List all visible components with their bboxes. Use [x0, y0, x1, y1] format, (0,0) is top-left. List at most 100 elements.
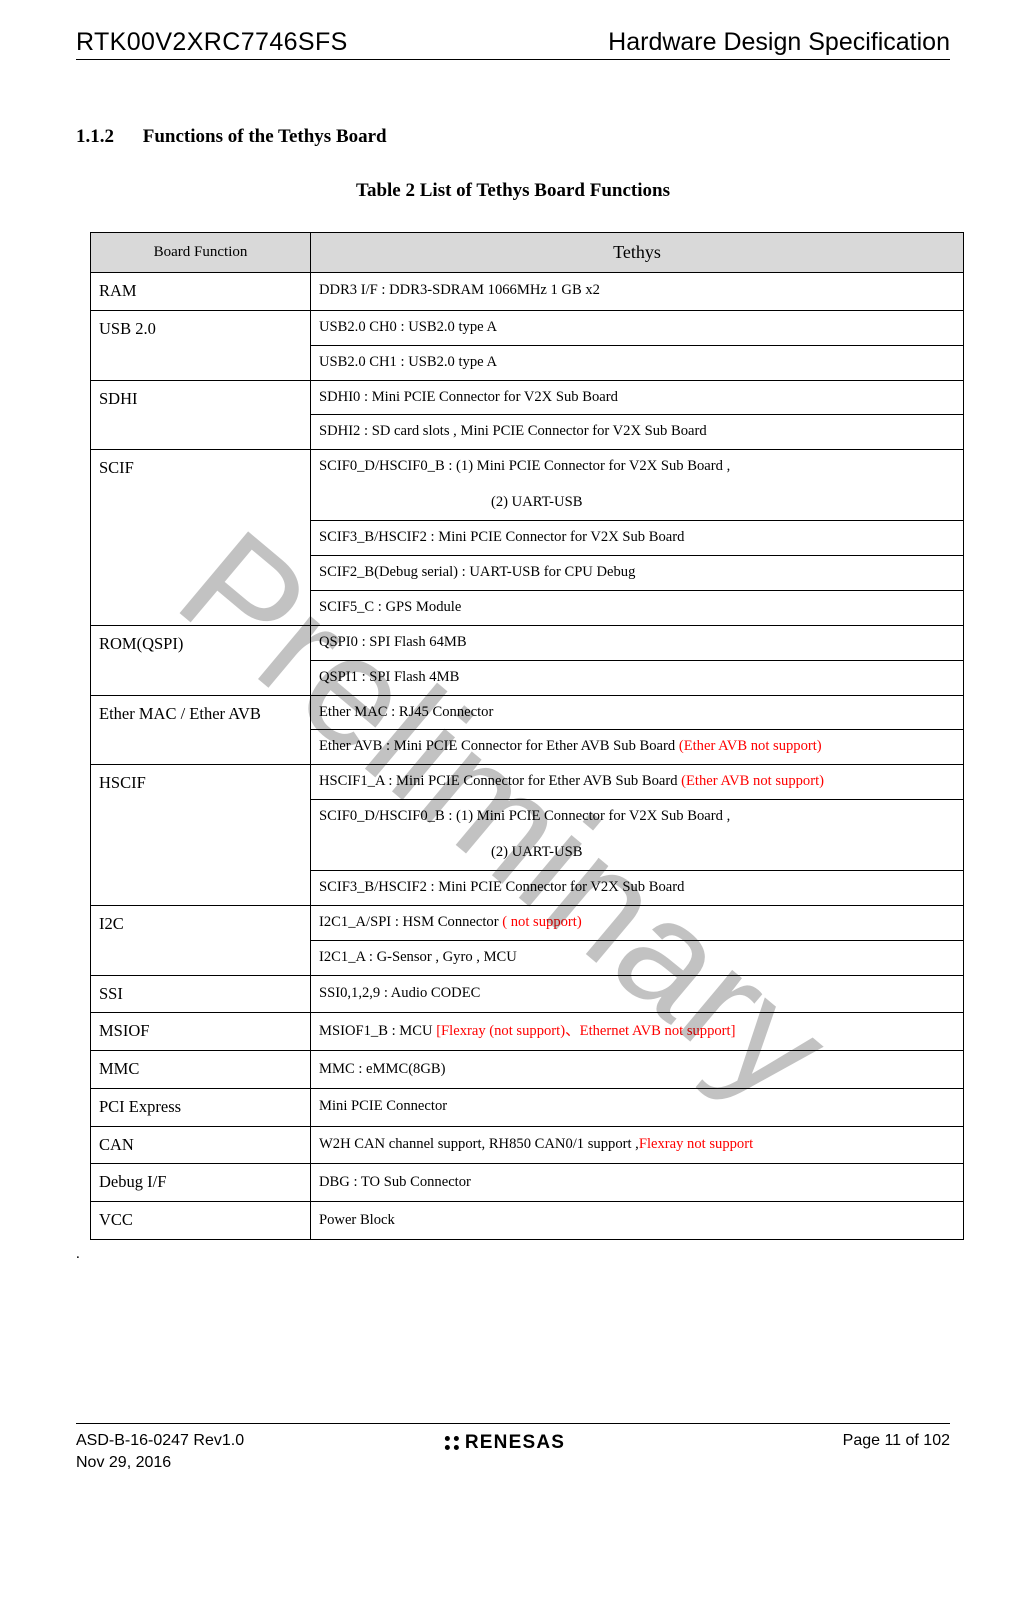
detail-text: QSPI1 : SPI Flash 4MB: [319, 669, 459, 685]
table-row: MSIOFMSIOF1_B : MCU [Flexray (not suppor…: [91, 1013, 964, 1051]
table-row: VCC Power Block: [91, 1202, 964, 1240]
cell-function: I2C: [91, 905, 311, 975]
table-head: Board Function Tethys: [91, 233, 964, 273]
footer-page-num: 11: [884, 1432, 901, 1449]
table-caption: Table 2 List of Tethys Board Functions: [76, 180, 950, 202]
detail-text: SCIF0_D/HSCIF0_B : (1) Mini PCIE Connect…: [319, 808, 730, 824]
cell-detail: Ether MAC : RJ45 Connector: [311, 695, 964, 730]
footer-page-prefix: Page: [843, 1432, 885, 1449]
cell-function: Ether MAC / Ether AVB: [91, 695, 311, 765]
detail-text: MSIOF1_B : MCU: [319, 1023, 436, 1039]
cell-function: CAN: [91, 1126, 311, 1164]
cell-function: VCC: [91, 1202, 311, 1240]
cell-detail: SCIF0_D/HSCIF0_B : (1) Mini PCIE Connect…: [311, 800, 964, 871]
trailing-period: .: [76, 1246, 950, 1263]
detail-red-suffix: Flexray not support: [639, 1136, 753, 1152]
cell-detail: Power Block: [311, 1202, 964, 1240]
cell-detail: SCIF5_C : GPS Module: [311, 590, 964, 625]
footer-page-total: 102: [923, 1432, 950, 1449]
cell-function: ROM(QSPI): [91, 625, 311, 695]
th-board-function: Board Function: [91, 233, 311, 273]
cell-function: HSCIF: [91, 765, 311, 906]
detail-red-suffix: (Ether AVB not support): [679, 738, 822, 754]
detail-text: SCIF0_D/HSCIF0_B : (1) Mini PCIE Connect…: [319, 458, 730, 474]
table-row: USB 2.0USB2.0 CH0 : USB2.0 type A: [91, 310, 964, 345]
detail-text: SCIF3_B/HSCIF2 : Mini PCIE Connector for…: [319, 529, 684, 545]
cell-function: PCI Express: [91, 1088, 311, 1126]
section-title: Functions of the Tethys Board: [143, 126, 387, 147]
detail-text: SSI0,1,2,9 : Audio CODEC: [319, 985, 480, 1001]
cell-detail: SDHI2 : SD card slots , Mini PCIE Connec…: [311, 415, 964, 450]
cell-detail: SDHI0 : Mini PCIE Connector for V2X Sub …: [311, 380, 964, 415]
cell-detail: USB2.0 CH0 : USB2.0 type A: [311, 310, 964, 345]
cell-function: SSI: [91, 975, 311, 1013]
page: RTK00V2XRC7746SFS Hardware Design Specif…: [0, 0, 1010, 1513]
detail-text: SCIF3_B/HSCIF2 : Mini PCIE Connector for…: [319, 879, 684, 895]
cell-function: USB 2.0: [91, 310, 311, 380]
cell-detail: SCIF3_B/HSCIF2 : Mini PCIE Connector for…: [311, 871, 964, 906]
cell-detail: DBG : TO Sub Connector: [311, 1164, 964, 1202]
detail-text: QSPI0 : SPI Flash 64MB: [319, 634, 467, 650]
detail-text: MMC : eMMC(8GB): [319, 1061, 446, 1077]
doc-title: Hardware Design Specification: [608, 28, 950, 57]
cell-detail: W2H CAN channel support, RH850 CAN0/1 su…: [311, 1126, 964, 1164]
renesas-logo: RENESAS: [445, 1432, 565, 1454]
cell-function: RAM: [91, 273, 311, 311]
renesas-brand-text: RENESAS: [465, 1432, 565, 1454]
cell-function: SCIF: [91, 450, 311, 625]
table-row: MMC MMC : eMMC(8GB): [91, 1051, 964, 1089]
table-body: RAM DDR3 I/F : DDR3-SDRAM 1066MHz 1 GB x2…: [91, 273, 964, 1240]
detail-text: Ether AVB : Mini PCIE Connector for Ethe…: [319, 738, 679, 754]
cell-detail: I2C1_A/SPI : HSM Connector ( not support…: [311, 905, 964, 940]
footer: ASD-B-16-0247 Rev1.0 Nov 29, 2016 RENESA…: [76, 1423, 950, 1473]
header-bar: RTK00V2XRC7746SFS Hardware Design Specif…: [76, 28, 950, 60]
footer-page-mid: of: [901, 1432, 923, 1449]
doc-id: RTK00V2XRC7746SFS: [76, 28, 348, 57]
detail-red-suffix: (Ether AVB not support): [681, 773, 824, 789]
table-row: CANW2H CAN channel support, RH850 CAN0/1…: [91, 1126, 964, 1164]
cell-detail: I2C1_A : G-Sensor , Gyro , MCU: [311, 940, 964, 975]
detail-text: I2C1_A : G-Sensor , Gyro , MCU: [319, 949, 517, 965]
table-row: SCIFSCIF0_D/HSCIF0_B : (1) Mini PCIE Con…: [91, 450, 964, 521]
detail-text-line2: (2) UART-USB: [319, 842, 955, 864]
detail-text: SDHI2 : SD card slots , Mini PCIE Connec…: [319, 423, 707, 439]
detail-text: DBG : TO Sub Connector: [319, 1174, 471, 1190]
footer-center: RENESAS: [445, 1432, 565, 1454]
detail-text: SCIF2_B(Debug serial) : UART-USB for CPU…: [319, 564, 635, 580]
table-row: Debug I/F DBG : TO Sub Connector: [91, 1164, 964, 1202]
detail-text: Mini PCIE Connector: [319, 1098, 447, 1114]
footer-left: ASD-B-16-0247 Rev1.0 Nov 29, 2016: [76, 1430, 244, 1473]
cell-function: MMC: [91, 1051, 311, 1089]
detail-text: Ether MAC : RJ45 Connector: [319, 704, 493, 720]
detail-text-line2: (2) UART-USB: [319, 492, 955, 514]
detail-text: Power Block: [319, 1212, 395, 1228]
detail-text: USB2.0 CH0 : USB2.0 type A: [319, 319, 497, 335]
table-row: SDHISDHI0 : Mini PCIE Connector for V2X …: [91, 380, 964, 415]
footer-date: Nov 29, 2016: [76, 1452, 244, 1474]
cell-detail: QSPI0 : SPI Flash 64MB: [311, 625, 964, 660]
cell-detail: Ether AVB : Mini PCIE Connector for Ethe…: [311, 730, 964, 765]
cell-detail: HSCIF1_A : Mini PCIE Connector for Ether…: [311, 765, 964, 800]
section-number: 1.1.2: [76, 126, 114, 148]
detail-text: DDR3 I/F : DDR3-SDRAM 1066MHz 1 GB x2: [319, 282, 600, 298]
section-heading: 1.1.2 Functions of the Tethys Board: [76, 126, 950, 148]
table-row: PCI Express Mini PCIE Connector: [91, 1088, 964, 1126]
detail-red-suffix: [Flexray (not support)、Ethernet AVB not …: [436, 1023, 735, 1039]
table-row: RAM DDR3 I/F : DDR3-SDRAM 1066MHz 1 GB x2: [91, 273, 964, 311]
cell-function: Debug I/F: [91, 1164, 311, 1202]
detail-text: SCIF5_C : GPS Module: [319, 599, 461, 615]
cell-detail: QSPI1 : SPI Flash 4MB: [311, 660, 964, 695]
cell-function: SDHI: [91, 380, 311, 450]
table-row: SSI SSI0,1,2,9 : Audio CODEC: [91, 975, 964, 1013]
footer-page: Page 11 of 102: [843, 1432, 950, 1450]
cell-detail: SCIF3_B/HSCIF2 : Mini PCIE Connector for…: [311, 521, 964, 556]
detail-text: SDHI0 : Mini PCIE Connector for V2X Sub …: [319, 389, 618, 405]
functions-table: Board Function Tethys RAM DDR3 I/F : DDR3…: [90, 232, 964, 1240]
cell-detail: SCIF2_B(Debug serial) : UART-USB for CPU…: [311, 555, 964, 590]
cell-detail: SCIF0_D/HSCIF0_B : (1) Mini PCIE Connect…: [311, 450, 964, 521]
cell-detail: MMC : eMMC(8GB): [311, 1051, 964, 1089]
cell-detail: USB2.0 CH1 : USB2.0 type A: [311, 345, 964, 380]
cell-detail: MSIOF1_B : MCU [Flexray (not support)、Et…: [311, 1013, 964, 1051]
detail-red-suffix: ( not support): [502, 914, 581, 930]
renesas-dots-icon: [445, 1436, 459, 1450]
